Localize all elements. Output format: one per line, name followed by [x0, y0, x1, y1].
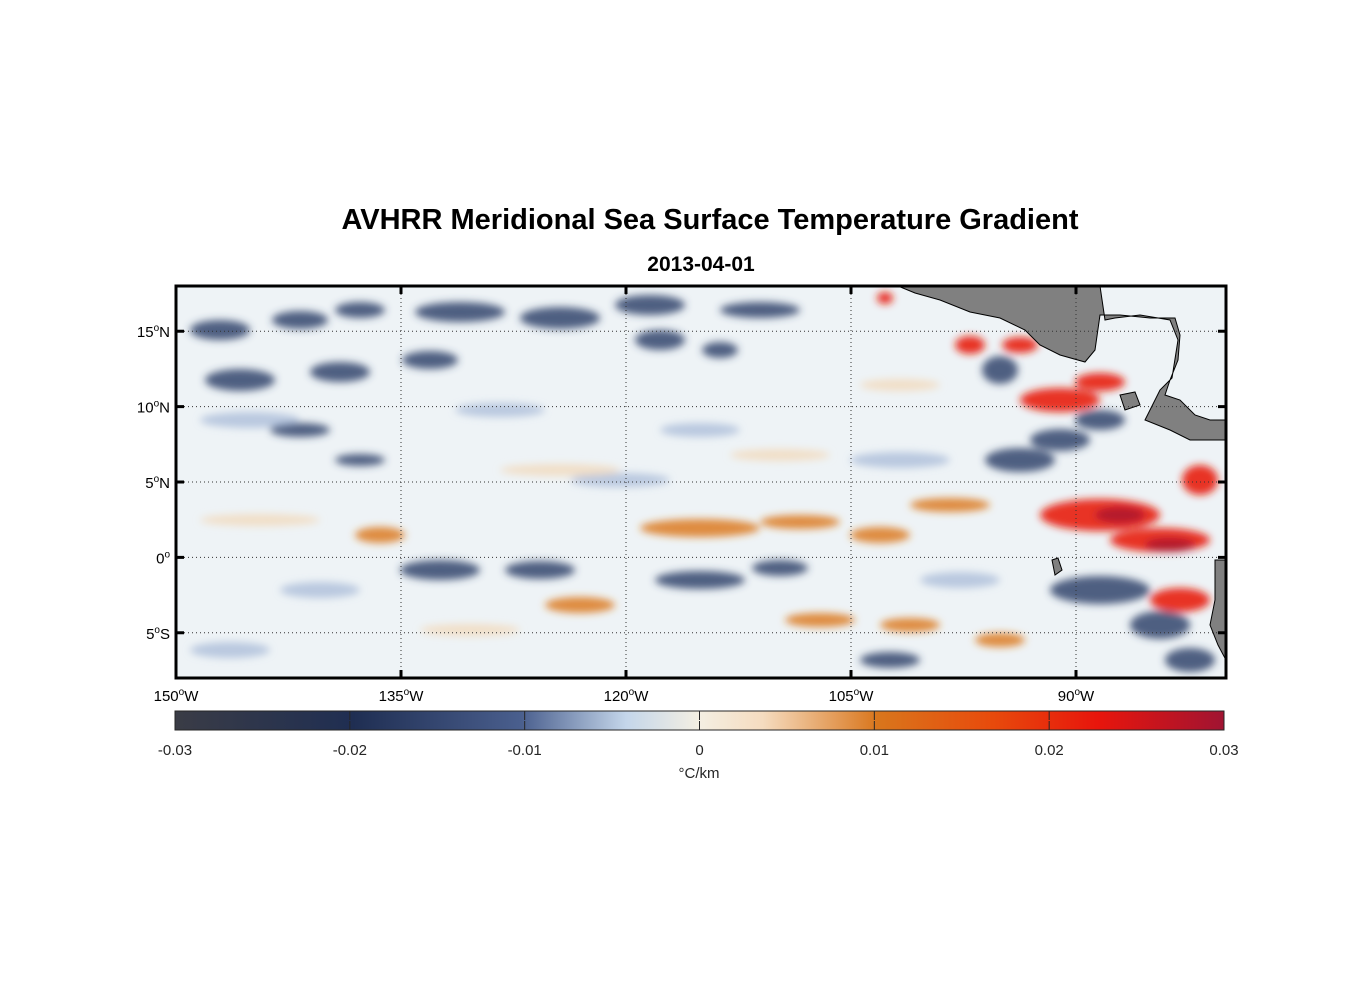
lat-tick-label: 5oS	[146, 625, 170, 643]
colorbar: -0.03 -0.02 -0.01 0 0.01 0.02 0.03 °C/km	[158, 710, 1239, 782]
colorbar-unit: °C/km	[679, 765, 720, 782]
colorbar-tick-label: 0.03	[1209, 742, 1238, 759]
lon-tick-label: 150oW	[154, 687, 200, 705]
lon-tick-label: 90oW	[1058, 687, 1095, 705]
colorbar-tick-label: 0.02	[1035, 742, 1064, 759]
lat-tick-label: 10oN	[137, 399, 170, 417]
map-subtitle: 2013-04-01	[647, 253, 755, 276]
lat-tick-label: 0o	[156, 549, 170, 567]
colorbar-tick-label: -0.03	[158, 742, 192, 759]
land	[897, 286, 1226, 661]
colorbar-tick-label: -0.01	[508, 742, 542, 759]
colorbar-tick-labels: -0.03 -0.02 -0.01 0 0.01 0.02 0.03	[158, 742, 1239, 759]
lat-tick-label: 15oN	[137, 323, 170, 341]
latitude-labels: 15oN 10oN 5oN 0o 5oS	[137, 323, 171, 643]
sst-gradient-field	[190, 292, 1218, 672]
lat-tick-label: 5oN	[145, 474, 170, 492]
longitude-labels: 150oW 135oW 120oW 105oW 90oW	[154, 687, 1095, 705]
map-title: AVHRR Meridional Sea Surface Temperature…	[341, 204, 1079, 236]
colorbar-ticks	[349, 711, 1050, 730]
lon-tick-label: 120oW	[604, 687, 650, 705]
colorbar-tick-label: 0.01	[860, 742, 889, 759]
frame-ticks	[174, 286, 1226, 678]
colorbar-tick-label: -0.02	[333, 742, 367, 759]
lon-tick-label: 105oW	[829, 687, 875, 705]
graticule	[176, 286, 1226, 678]
lon-tick-label: 135oW	[379, 687, 425, 705]
map-area	[176, 286, 1226, 678]
colorbar-tick-label: 0	[695, 742, 703, 759]
